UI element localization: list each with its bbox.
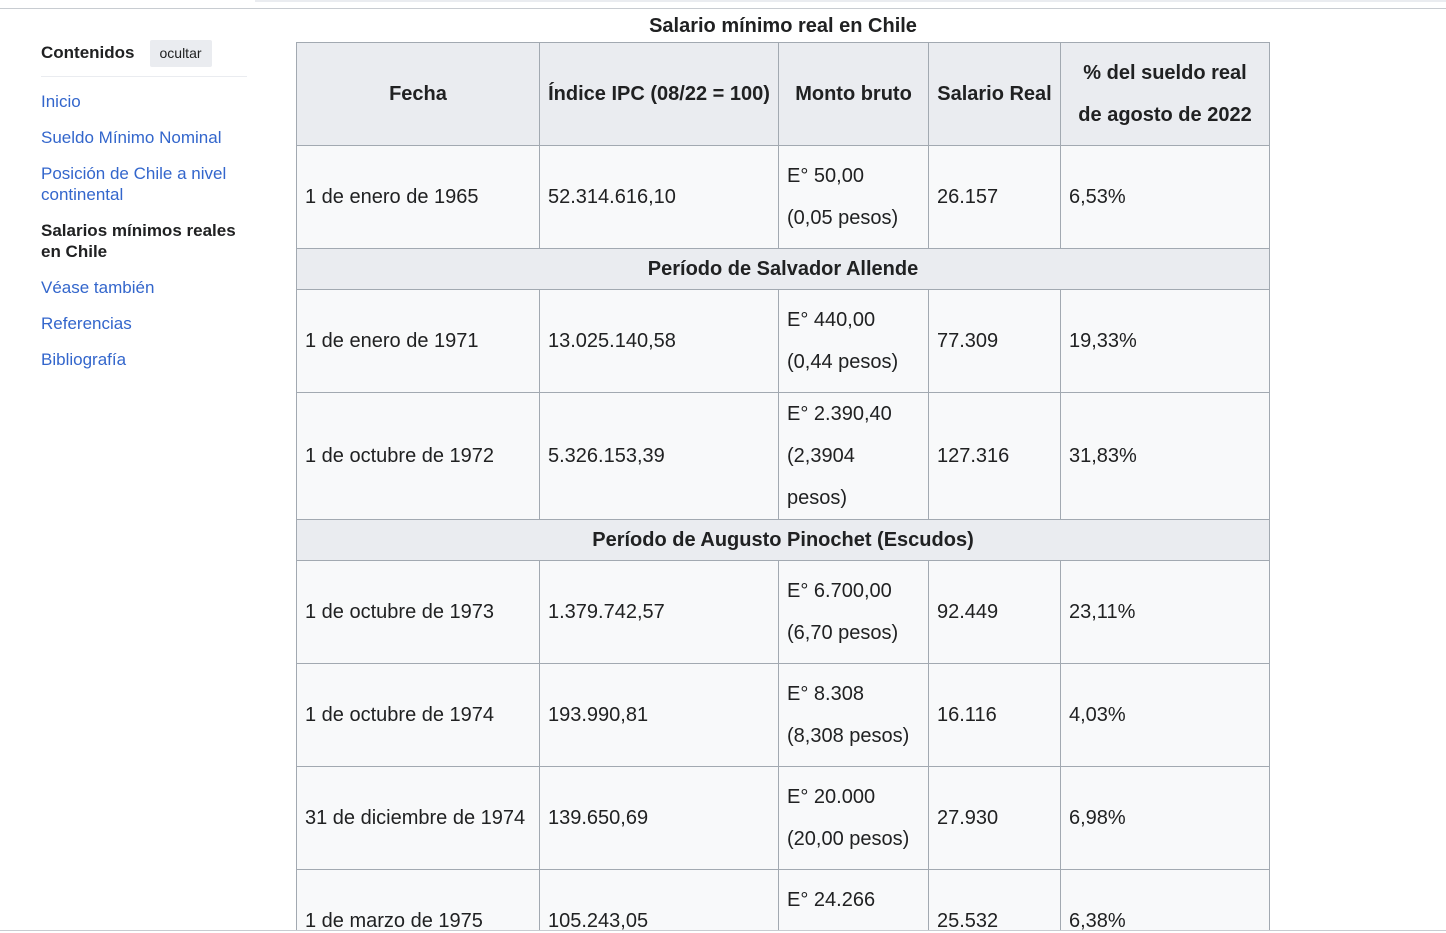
cell-ipc: 193.990,81 — [539, 663, 779, 767]
table-row: 31 de diciembre de 1974 139.650,69 E° 20… — [296, 766, 1270, 870]
monto-escudos: E° 440,00 — [787, 309, 876, 331]
cell-monto: E° 6.700,00 (6,70 pesos) — [778, 560, 929, 664]
table-row: 1 de enero de 1965 52.314.616,10 E° 50,0… — [296, 145, 1270, 249]
toc-item-bibliografia[interactable]: Bibliografía — [41, 350, 127, 369]
column-header-monto-bruto: Monto bruto — [778, 42, 929, 146]
cell-porcentaje: 31,83% — [1060, 392, 1270, 520]
column-header-porcentaje: % del sueldo real de agosto de 2022 — [1060, 42, 1270, 146]
monto-pesos: (0,05 pesos) — [787, 207, 899, 229]
toc-item-inicio[interactable]: Inicio — [41, 92, 81, 111]
cell-ipc: 13.025.140,58 — [539, 289, 779, 393]
top-shadow — [255, 0, 1446, 2]
cell-monto: E° 440,00 (0,44 pesos) — [778, 289, 929, 393]
bottom-divider — [0, 930, 1446, 933]
toc-list: Inicio Sueldo Mínimo Nominal Posición de… — [41, 91, 247, 370]
period-row-pinochet: Período de Augusto Pinochet (Escudos) — [296, 519, 1270, 561]
column-header-fecha: Fecha — [296, 42, 540, 146]
cell-fecha: 1 de octubre de 1973 — [296, 560, 540, 664]
top-divider — [0, 8, 1446, 9]
toc-title: Contenidos — [41, 43, 135, 62]
cell-fecha: 1 de octubre de 1974 — [296, 663, 540, 767]
cell-salario-real: 77.309 — [928, 289, 1061, 393]
cell-ipc: 139.650,69 — [539, 766, 779, 870]
cell-salario-real: 127.316 — [928, 392, 1061, 520]
toc-header: Contenidos ocultar — [41, 38, 247, 77]
period-header-pinochet: Período de Augusto Pinochet (Escudos) — [296, 519, 1270, 561]
monto-pesos: (0,44 pesos) — [787, 351, 899, 373]
cell-monto: E° 50,00 (0,05 pesos) — [778, 145, 929, 249]
table-row: 1 de octubre de 1973 1.379.742,57 E° 6.7… — [296, 560, 1270, 664]
period-row-allende: Período de Salvador Allende — [296, 248, 1270, 290]
table-of-contents: Contenidos ocultar Inicio Sueldo Mínimo … — [41, 38, 247, 385]
toc-item-vease-tambien[interactable]: Véase también — [41, 278, 155, 297]
cell-salario-real: 26.157 — [928, 145, 1061, 249]
cell-monto: E° 24.266 (24,26 pesos) — [778, 869, 929, 933]
monto-escudos: E° 8.308 — [787, 683, 864, 705]
toc-item-posicion-de-chile[interactable]: Posición de Chile a nivel continental — [41, 164, 227, 204]
toc-item-referencias[interactable]: Referencias — [41, 314, 132, 333]
column-header-salario-real: Salario Real — [928, 42, 1061, 146]
cell-porcentaje: 23,11% — [1060, 560, 1270, 664]
cell-fecha: 1 de enero de 1971 — [296, 289, 540, 393]
monto-escudos: E° 50,00 — [787, 165, 864, 187]
table-caption: Salario mínimo real en Chile — [649, 15, 917, 37]
monto-pesos: (8,308 pesos) — [787, 725, 910, 747]
period-header-allende: Período de Salvador Allende — [296, 248, 1270, 290]
cell-salario-real: 92.449 — [928, 560, 1061, 664]
table-row: 1 de octubre de 1972 5.326.153,39 E° 2.3… — [296, 392, 1270, 520]
toc-hide-button[interactable]: ocultar — [149, 39, 212, 67]
cell-porcentaje: 6,38% — [1060, 869, 1270, 933]
monto-escudos: E° 24.266 — [787, 889, 876, 911]
monto-pesos: (2,3904 pesos) — [787, 445, 855, 509]
monto-escudos: E° 6.700,00 — [787, 580, 892, 602]
toc-item-sueldo-minimo-nominal[interactable]: Sueldo Mínimo Nominal — [41, 128, 222, 147]
cell-salario-real: 27.930 — [928, 766, 1061, 870]
cell-salario-real: 16.116 — [928, 663, 1061, 767]
cell-porcentaje: 4,03% — [1060, 663, 1270, 767]
salary-table: Fecha Índice IPC (08/22 = 100) Monto bru… — [296, 42, 1270, 933]
cell-porcentaje: 19,33% — [1060, 289, 1270, 393]
cell-fecha: 1 de marzo de 1975 — [296, 869, 540, 933]
cell-porcentaje: 6,53% — [1060, 145, 1270, 249]
cell-ipc: 1.379.742,57 — [539, 560, 779, 664]
column-header-indice-ipc: Índice IPC (08/22 = 100) — [539, 42, 779, 146]
cell-salario-real: 25.532 — [928, 869, 1061, 933]
cell-porcentaje: 6,98% — [1060, 766, 1270, 870]
monto-escudos: E° 2.390,40 — [787, 403, 892, 425]
cell-monto: E° 2.390,40 (2,3904 pesos) — [778, 392, 929, 520]
cell-monto: E° 8.308 (8,308 pesos) — [778, 663, 929, 767]
cell-fecha: 1 de octubre de 1972 — [296, 392, 540, 520]
table-header-row: Fecha Índice IPC (08/22 = 100) Monto bru… — [296, 42, 1270, 146]
toc-item-salarios-minimos-reales[interactable]: Salarios mínimos reales en Chile — [41, 221, 236, 261]
cell-monto: E° 20.000 (20,00 pesos) — [778, 766, 929, 870]
cell-fecha: 31 de diciembre de 1974 — [296, 766, 540, 870]
cell-fecha: 1 de enero de 1965 — [296, 145, 540, 249]
table-row: 1 de enero de 1971 13.025.140,58 E° 440,… — [296, 289, 1270, 393]
cell-ipc: 52.314.616,10 — [539, 145, 779, 249]
monto-escudos: E° 20.000 — [787, 786, 876, 808]
cell-ipc: 5.326.153,39 — [539, 392, 779, 520]
monto-pesos: (6,70 pesos) — [787, 622, 899, 644]
cell-ipc: 105.243,05 — [539, 869, 779, 933]
table-row: 1 de marzo de 1975 105.243,05 E° 24.266 … — [296, 869, 1270, 933]
monto-pesos: (20,00 pesos) — [787, 828, 910, 850]
table-row: 1 de octubre de 1974 193.990,81 E° 8.308… — [296, 663, 1270, 767]
